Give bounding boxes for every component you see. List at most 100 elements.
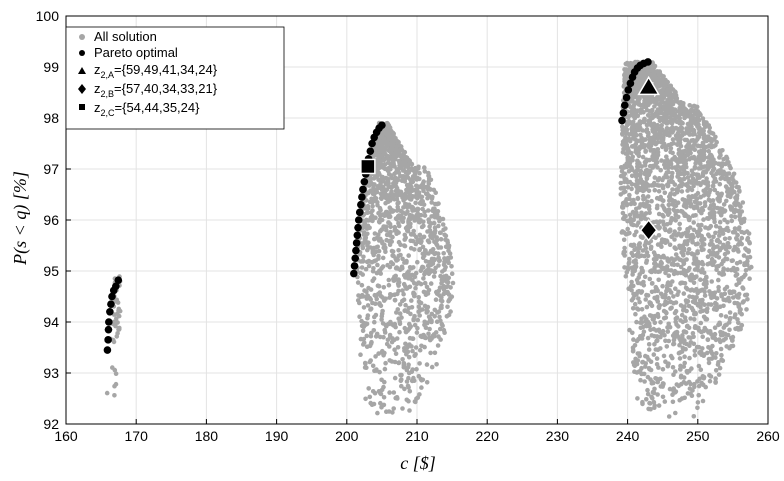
all-solution-point: [665, 87, 671, 93]
all-solution-point: [625, 146, 631, 151]
all-solution-point: [649, 313, 654, 319]
all-solution-point: [418, 281, 424, 287]
all-solution-point: [655, 294, 660, 300]
all-solution-point: [702, 155, 707, 160]
all-solution-point: [430, 235, 435, 241]
all-solution-point: [684, 300, 689, 305]
all-solution-point: [703, 285, 709, 290]
all-solution-point: [686, 140, 692, 146]
all-solution-point: [641, 67, 647, 72]
all-solution-point: [680, 106, 686, 112]
all-solution-point: [402, 386, 407, 392]
all-solution-point: [718, 176, 723, 181]
all-solution-point: [651, 148, 656, 153]
all-solution-point: [377, 157, 383, 162]
all-solution-point: [658, 334, 663, 340]
all-solution-point: [414, 177, 420, 182]
all-solution-point: [740, 200, 746, 205]
all-solution-point: [378, 236, 383, 242]
all-solution-point: [410, 205, 416, 211]
all-solution-point: [384, 228, 389, 233]
all-solution-point: [378, 149, 383, 154]
x-tick-label: 230: [546, 428, 570, 444]
all-solution-point: [645, 387, 650, 393]
all-solution-point: [744, 229, 750, 234]
all-solution-point: [641, 201, 646, 207]
legend-marker-diamond: [78, 84, 86, 94]
all-solution-point: [671, 93, 677, 99]
all-solution-point: [420, 244, 426, 250]
all-solution-point: [365, 303, 371, 308]
y-tick-label: 99: [43, 59, 59, 75]
all-solution-point: [627, 192, 632, 198]
all-solution-point: [727, 327, 732, 333]
all-solution-point: [696, 172, 701, 178]
legend-label-all-solution: All solution: [94, 29, 157, 44]
all-solution-point: [714, 238, 720, 244]
all-solution-point: [663, 270, 668, 276]
all-solution-point: [744, 307, 749, 312]
all-solution-point: [674, 382, 680, 387]
all-solution-point: [711, 246, 716, 251]
all-solution-point: [664, 154, 669, 159]
all-solution-point: [655, 311, 661, 317]
all-solution-point: [729, 214, 734, 219]
all-solution-point: [381, 334, 386, 340]
all-solution-point: [114, 320, 120, 325]
y-tick-label: 96: [43, 212, 59, 228]
all-solution-point: [407, 389, 413, 394]
all-solution-point: [436, 258, 442, 264]
all-solution-point: [659, 237, 665, 242]
all-solution-point: [438, 337, 443, 342]
all-solution-point: [379, 135, 385, 140]
all-solution-point: [695, 136, 700, 142]
all-solution-point: [691, 220, 696, 225]
all-solution-point: [695, 115, 700, 120]
all-solution-point: [699, 269, 704, 275]
all-solution-point: [654, 287, 660, 293]
all-solution-point: [655, 183, 660, 188]
all-solution-point: [432, 269, 438, 275]
all-solution-point: [403, 275, 408, 280]
all-solution-point: [416, 373, 422, 379]
all-solution-point: [678, 121, 684, 126]
all-solution-point: [433, 297, 439, 303]
all-solution-point: [409, 298, 414, 303]
y-tick-label: 97: [43, 161, 59, 177]
all-solution-point: [690, 240, 695, 245]
all-solution-point: [680, 345, 686, 351]
all-solution-point: [629, 186, 634, 192]
all-solution-point: [645, 194, 651, 199]
all-solution-point: [747, 276, 752, 282]
all-solution-point: [733, 200, 738, 205]
all-solution-point: [659, 244, 664, 249]
all-solution-point: [644, 304, 650, 310]
all-solution-point: [679, 189, 685, 194]
all-solution-point: [398, 213, 404, 219]
all-solution-point: [631, 362, 637, 368]
all-solution-point: [658, 78, 664, 83]
all-solution-point: [656, 115, 661, 120]
all-solution-point: [685, 175, 691, 180]
all-solution-point: [689, 203, 694, 208]
all-solution-point: [413, 241, 419, 247]
all-solution-point: [373, 354, 378, 359]
all-solution-point: [410, 238, 416, 244]
all-solution-point: [658, 110, 663, 115]
all-solution-point: [424, 305, 430, 311]
pareto-point: [624, 86, 633, 94]
all-solution-point: [393, 188, 399, 194]
all-solution-point: [718, 313, 724, 318]
x-tick-label: 190: [265, 428, 289, 444]
all-solution-point: [664, 239, 670, 244]
all-solution-point: [652, 175, 658, 180]
all-solution-point: [426, 193, 432, 199]
all-solution-point: [392, 182, 397, 188]
all-solution-point: [670, 187, 675, 192]
all-solution-point: [649, 381, 655, 386]
all-solution-point: [444, 279, 449, 284]
all-solution-point: [442, 289, 448, 295]
all-solution-point: [647, 206, 652, 212]
all-solution-point: [395, 207, 401, 213]
all-solution-point: [371, 328, 377, 333]
